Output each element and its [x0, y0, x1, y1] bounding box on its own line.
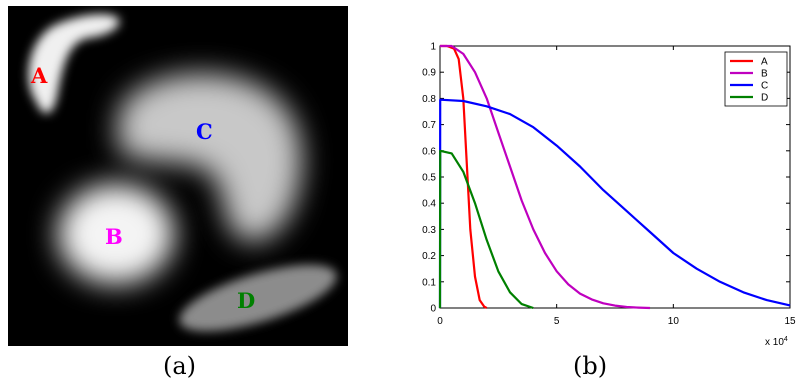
blob-label-d: D: [237, 288, 255, 313]
chart-series: [438, 44, 791, 310]
series-line-c: [438, 98, 791, 309]
line-chart: 0 5 10 15 0 0.1 0.2 0.3 0.4 0.5 0.6 0.7 0.8 0.9 1 ABCD…: [422, 42, 796, 349]
x-tick-label: 0: [437, 316, 443, 327]
y-tick-label: 0: [430, 304, 436, 315]
x-tick-label: 15: [784, 316, 796, 327]
blob-label-c: C: [196, 119, 213, 144]
blob-b: [58, 184, 174, 284]
y-tick-label: 0.1: [422, 277, 436, 288]
blob-c: [118, 73, 302, 242]
y-tick-label: 0.3: [422, 225, 436, 236]
series-line-a: [440, 44, 488, 309]
y-tick-label: 0.7: [422, 120, 436, 131]
blob-label-a: A: [30, 63, 48, 88]
blob-d: [179, 264, 337, 332]
x-tick-label: 5: [554, 316, 560, 327]
y-tick-label: 0.5: [422, 173, 436, 184]
legend-label-b: B: [761, 69, 768, 80]
caption-a: (a): [163, 352, 197, 380]
image-panel-a: A B C D: [8, 6, 348, 346]
y-tick-label: 0.2: [422, 251, 436, 262]
y-tick-label: 0.4: [422, 199, 436, 210]
blob-a: [28, 14, 120, 114]
blob-label-b: B: [105, 224, 123, 249]
legend-label-a: A: [761, 57, 768, 68]
x-exponent-label: x 104: [765, 336, 788, 348]
legend-label-d: D: [761, 93, 768, 104]
series-line-b: [440, 44, 651, 310]
y-tick-label: 0.9: [422, 68, 436, 79]
legend-label-c: C: [761, 81, 768, 92]
series-line-d: [438, 149, 534, 310]
y-tick-label: 0.8: [422, 94, 436, 105]
caption-b: (b): [573, 352, 608, 380]
y-tick-label: 1: [430, 42, 436, 53]
x-tick-label: 10: [668, 316, 680, 327]
y-tick-label: 0.6: [422, 146, 436, 157]
axis-ticks: 0 5 10 15 0 0.1 0.2 0.3 0.4 0.5 0.6 0.7 0.8 0.9 1: [422, 42, 796, 328]
